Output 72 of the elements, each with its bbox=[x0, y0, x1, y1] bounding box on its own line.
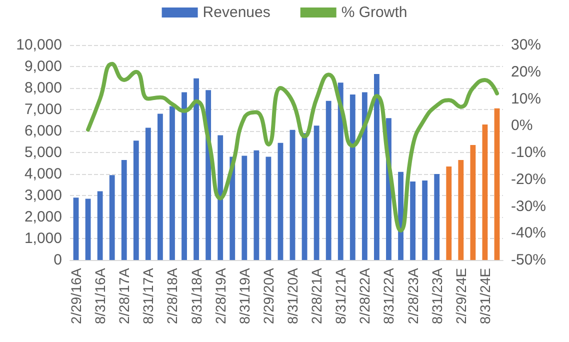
x-tick-label: 8/31/20A bbox=[284, 267, 301, 324]
bar bbox=[314, 126, 320, 260]
x-tick-label: 8/31/17A bbox=[140, 267, 156, 324]
y2-tick-label: 20% bbox=[511, 63, 542, 80]
y2-tick-label: 0% bbox=[511, 117, 533, 134]
bar bbox=[266, 156, 272, 260]
bar bbox=[97, 191, 103, 260]
bar bbox=[158, 114, 163, 260]
y-tick-label: 5,000 bbox=[24, 144, 62, 161]
bar bbox=[194, 78, 199, 260]
bar bbox=[422, 180, 428, 260]
bar bbox=[145, 128, 151, 260]
x-tick-label: 2/28/18A bbox=[164, 267, 180, 324]
bar bbox=[446, 166, 452, 260]
bar bbox=[326, 100, 332, 260]
x-tick-label: 2/29/16A bbox=[68, 267, 84, 324]
bar bbox=[410, 182, 416, 260]
bar bbox=[350, 94, 356, 260]
bar bbox=[242, 156, 248, 260]
y-tick-label: 9,000 bbox=[24, 58, 62, 75]
y-tick-label: 3,000 bbox=[24, 187, 62, 204]
bar bbox=[338, 82, 344, 260]
bar bbox=[458, 160, 464, 260]
x-tick-label: 2/28/22A bbox=[356, 267, 373, 324]
legend-label: Revenues bbox=[202, 4, 270, 21]
bar bbox=[73, 198, 79, 260]
y-tick-label: 2,000 bbox=[24, 208, 62, 226]
x-tick-label: 2/28/23A bbox=[404, 267, 421, 324]
x-tick-label: 2/28/19A bbox=[212, 267, 228, 324]
y-tick-label: 10,000 bbox=[16, 36, 62, 54]
bar bbox=[109, 175, 115, 260]
x-tick-label: 2/29/20A bbox=[260, 267, 276, 324]
bar bbox=[218, 135, 224, 260]
x-tick-label: 2/28/21A bbox=[308, 267, 325, 324]
bar bbox=[182, 92, 187, 260]
bar bbox=[121, 160, 127, 260]
bar bbox=[482, 124, 488, 260]
y2-tick-label: -40% bbox=[511, 224, 546, 242]
x-tick-label: 8/31/21A bbox=[332, 267, 349, 324]
x-tick-label: 8/31/18A bbox=[188, 267, 204, 324]
y-tick-label: 6,000 bbox=[24, 122, 62, 140]
line-series bbox=[86, 62, 499, 232]
x-tick-label: 8/31/22A bbox=[380, 267, 397, 324]
bar bbox=[494, 108, 500, 260]
x-tick-label: 8/31/19A bbox=[236, 267, 252, 324]
y-tick-label: 8,000 bbox=[24, 80, 62, 96]
y2-tick-label: -30% bbox=[511, 198, 546, 215]
bar bbox=[434, 174, 440, 260]
y-tick-label: 1,000 bbox=[24, 230, 62, 247]
bar bbox=[85, 198, 91, 260]
x-tick-label: 2/28/17A bbox=[116, 267, 132, 324]
bar bbox=[278, 142, 284, 260]
bar bbox=[470, 144, 476, 260]
bar bbox=[374, 74, 380, 260]
x-tick-label: 8/31/24E bbox=[476, 268, 493, 324]
bar bbox=[254, 150, 260, 260]
x-tick-label: 8/31/16A bbox=[92, 267, 108, 324]
y-tick-label: 4,000 bbox=[24, 166, 62, 182]
y2-tick-label: -20% bbox=[511, 170, 546, 188]
legend-label: % Growth bbox=[341, 4, 408, 21]
x-tick-label: 8/31/23A bbox=[428, 267, 445, 324]
y-tick-label: 7,000 bbox=[24, 101, 62, 118]
bar bbox=[362, 92, 368, 260]
y2-tick-label: -10% bbox=[511, 144, 546, 161]
y2-tick-label: 10% bbox=[511, 90, 542, 108]
y-tick-label: 0 bbox=[54, 252, 62, 268]
bar bbox=[290, 130, 296, 260]
bar bbox=[133, 140, 139, 260]
y2-tick-label: 30% bbox=[511, 36, 542, 54]
bar bbox=[170, 106, 175, 260]
y2-tick-label: -50% bbox=[511, 252, 546, 268]
x-tick-label: 2/29/24E bbox=[452, 268, 469, 324]
